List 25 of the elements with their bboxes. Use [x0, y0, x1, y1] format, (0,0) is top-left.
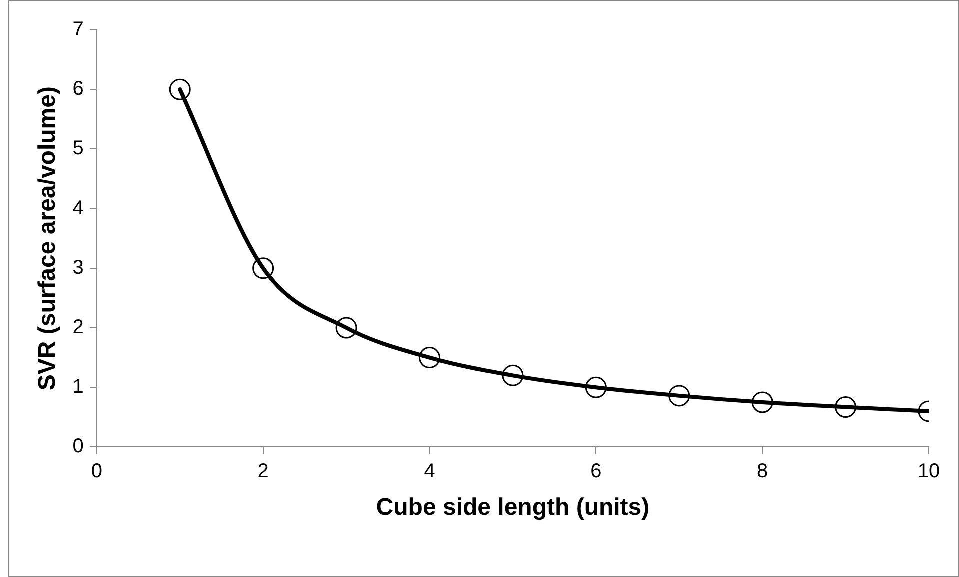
point	[835, 396, 857, 418]
y-tick-label: 0	[72, 436, 84, 458]
y-tick-label: 7	[72, 18, 84, 41]
point	[169, 78, 191, 100]
point	[668, 385, 690, 407]
point	[585, 376, 607, 398]
y-tick-label: 1	[72, 376, 84, 398]
point	[336, 317, 358, 339]
y-tick-label: 2	[72, 316, 84, 339]
x-tick-label: 4	[424, 460, 436, 483]
y-tick-label: 6	[72, 78, 84, 100]
point	[752, 392, 774, 414]
x-tick-label: 10	[918, 460, 940, 483]
y-axis-title: SVR (surface area/volume)	[34, 86, 62, 391]
point	[502, 364, 524, 386]
point	[419, 347, 441, 369]
point	[252, 258, 274, 280]
x-axis-title: Cube side length (units)	[376, 494, 650, 522]
y-tick-label: 4	[72, 197, 84, 220]
x-tick-label: 2	[258, 460, 269, 483]
x-tick-label: 0	[91, 460, 102, 483]
x-tick-label: 6	[590, 460, 602, 483]
y-tick-label: 3	[72, 256, 84, 279]
y-tick-label: 5	[72, 138, 84, 160]
x-tick-label: 8	[757, 460, 768, 483]
